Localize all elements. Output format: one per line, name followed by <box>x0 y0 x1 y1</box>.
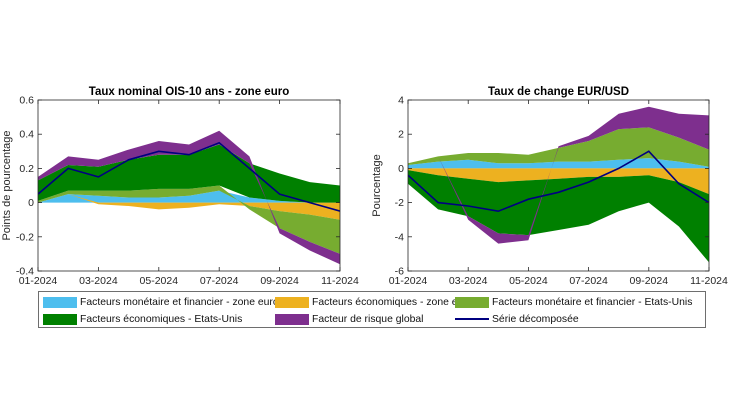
x-tick-label: 05-2024 <box>140 275 179 287</box>
legend-swatch-economiques-us <box>43 313 77 325</box>
legend-label-risque-global: Facteur de risque global <box>312 313 424 325</box>
legend-item-serie: Série décomposée <box>455 311 579 327</box>
legend-item-economiques-us: Facteurs économiques - Etats-Unis <box>43 311 242 327</box>
y-tick-label: -0.2 <box>16 231 34 243</box>
legend-swatch-economiques-euro <box>275 296 309 308</box>
legend-swatch-risque-global <box>275 313 309 325</box>
y-tick-label: 0.2 <box>19 163 34 175</box>
area-economiques-us <box>408 170 709 263</box>
legend-label-serie: Série décomposée <box>492 313 579 325</box>
y-tick-label: -2 <box>395 197 404 209</box>
legend-label-economiques-euro: Facteurs économiques - zone euro <box>312 296 473 308</box>
x-tick-label: 11-2024 <box>690 275 728 287</box>
y-tick-label: 0.4 <box>19 129 34 141</box>
axes-box <box>37 99 341 272</box>
legend-swatch-monetaire-us <box>455 296 489 308</box>
x-tick-label: 11-2024 <box>321 275 359 287</box>
y-tick-label: 2 <box>398 129 404 141</box>
area-risque-global <box>408 106 709 244</box>
area-monetaire-us <box>38 185 340 254</box>
x-tick-label: 03-2024 <box>79 275 118 287</box>
y-tick-label: -4 <box>395 231 404 243</box>
line-serie <box>38 141 340 212</box>
area-monetaire-euro <box>38 190 340 203</box>
area-economiques-euro <box>38 194 340 220</box>
legend-item-monetaire-us: Facteurs monétaire et financier - Etats-… <box>455 294 692 310</box>
legend-swatch-monetaire-euro <box>43 296 77 308</box>
plot-area-1 <box>38 130 340 265</box>
area-economiques-euro <box>408 168 709 195</box>
legend-item-monetaire-euro: Facteurs monétaire et financier - zone e… <box>43 294 279 310</box>
chart-title: Taux de change EUR/USD <box>488 86 629 98</box>
legend-item-risque-global: Facteur de risque global <box>275 311 423 327</box>
axes-box <box>407 99 710 272</box>
legend-item-economiques-euro: Facteurs économiques - zone euro <box>275 294 473 310</box>
y-tick-label: -0.4 <box>16 266 34 278</box>
legend-swatch-serie <box>455 318 489 320</box>
x-tick-label: 01-2024 <box>19 275 58 287</box>
chart-panel-1: -0.4 -0.2 0 0.2 0.4 0.6 01-2024 03-2024 05-2024 0… <box>1 86 359 287</box>
y-axis-label: Points de pourcentage <box>1 130 13 240</box>
chart-panel-2: -6 -4 -2 0 2 4 01-2024 03-2024 05-2024 07-2024 09-… <box>371 86 728 287</box>
plot-area-2 <box>408 106 709 263</box>
chart-title: Taux nominal OIS-10 ans - zone euro <box>89 86 289 98</box>
x-tick-label: 07-2024 <box>200 275 239 287</box>
x-tick-label: 09-2024 <box>630 275 669 287</box>
legend-label-economiques-us: Facteurs économiques - Etats-Unis <box>80 313 243 325</box>
legend: Facteurs monétaire et financier - zone e… <box>38 291 706 328</box>
y-axis-label: Pourcentage <box>371 154 383 216</box>
x-tick-label: 03-2024 <box>449 275 488 287</box>
line-serie <box>408 150 709 213</box>
legend-label-monetaire-us: Facteurs monétaire et financier - Etats-… <box>492 296 693 308</box>
area-economiques-us <box>38 144 340 203</box>
area-monetaire-us <box>408 127 709 167</box>
y-tick-label: 4 <box>398 95 404 107</box>
x-tick-label: 09-2024 <box>260 275 299 287</box>
y-tick-label: 0 <box>28 197 34 209</box>
x-tick-label: 01-2024 <box>389 275 428 287</box>
y-tick-label: 0.6 <box>19 95 34 107</box>
y-tick-label: -6 <box>395 266 404 278</box>
legend-label-monetaire-euro: Facteurs monétaire et financier - zone e… <box>80 296 279 308</box>
x-tick-label: 07-2024 <box>569 275 608 287</box>
y-tick-label: 0 <box>398 163 404 175</box>
x-tick-label: 05-2024 <box>509 275 548 287</box>
